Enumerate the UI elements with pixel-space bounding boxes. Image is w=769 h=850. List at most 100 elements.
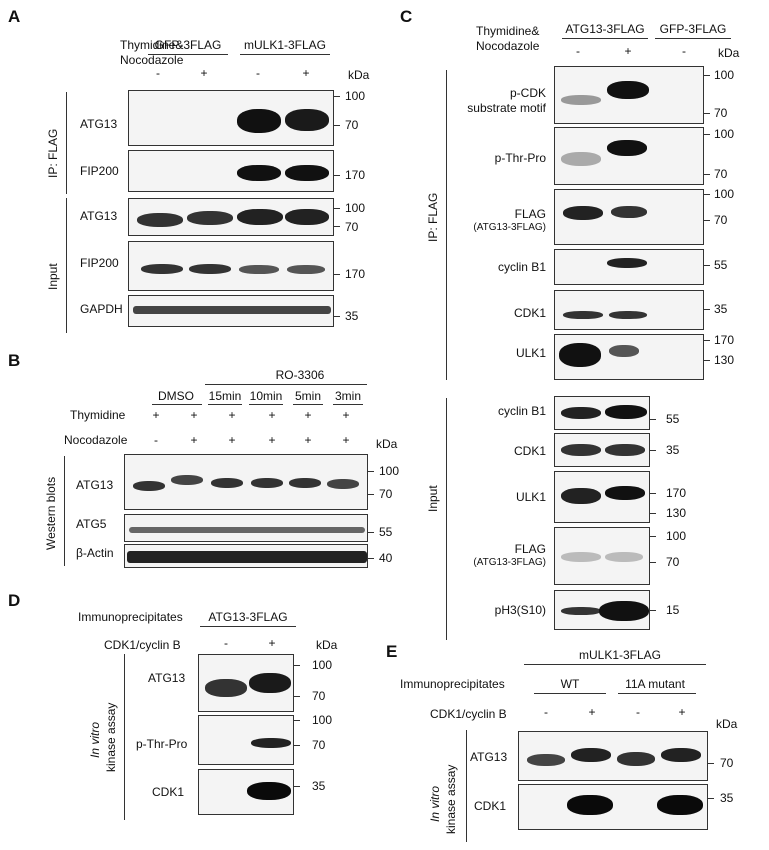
kda-marker: 70 bbox=[714, 213, 728, 227]
lane-sign: + bbox=[678, 705, 686, 719]
protein-label: cyclin B1 bbox=[497, 404, 546, 418]
lane-sign: - bbox=[576, 44, 580, 58]
lane-sign: + bbox=[624, 44, 632, 58]
lane-sign: + bbox=[302, 66, 310, 80]
blot-c-input-flag bbox=[554, 527, 650, 585]
protein-label: ATG13 bbox=[80, 209, 118, 223]
bracket-line bbox=[124, 654, 125, 820]
protein-label: (ATG13-3FLAG) bbox=[473, 222, 546, 233]
group-underline bbox=[618, 693, 696, 694]
bracket-line bbox=[446, 398, 447, 640]
blot-a-atg13-input bbox=[128, 198, 334, 236]
protein-label: CDK1 bbox=[513, 306, 546, 320]
group-underline bbox=[240, 54, 330, 55]
kda-marker: 100 bbox=[379, 464, 400, 478]
protein-label: ATG13 bbox=[148, 671, 186, 685]
protein-label: CDK1 bbox=[474, 799, 507, 813]
bracket-line bbox=[446, 70, 447, 380]
blot-e-atg13 bbox=[518, 731, 708, 781]
kda-marker: 55 bbox=[714, 258, 728, 272]
group-label: mULK1-3FLAG bbox=[578, 648, 662, 662]
protein-label: FLAG bbox=[514, 542, 546, 556]
protein-label: substrate motif bbox=[467, 101, 546, 115]
blot-c-input-ph3 bbox=[554, 590, 650, 630]
thymidine-label: Thymidine bbox=[70, 408, 126, 422]
kda-label: kDa bbox=[376, 437, 398, 451]
bracket-line bbox=[66, 92, 67, 194]
protein-label: pH3(S10) bbox=[494, 603, 546, 617]
protein-label: ATG5 bbox=[76, 517, 107, 531]
bracket-line bbox=[466, 730, 467, 842]
kda-marker: 35 bbox=[720, 791, 734, 805]
kda-marker: 100 bbox=[714, 187, 735, 201]
group-underline bbox=[333, 404, 363, 405]
cdk1-cyclinb-label: CDK1/cyclin B bbox=[430, 707, 507, 721]
lane-sign: - bbox=[224, 636, 228, 650]
group-label-wt: WT bbox=[560, 677, 580, 691]
panel-label-a: A bbox=[8, 7, 21, 26]
group-label: DMSO bbox=[158, 389, 194, 403]
lane-sign: - bbox=[156, 66, 160, 80]
kda-marker: 170 bbox=[666, 486, 687, 500]
group-underline bbox=[293, 404, 323, 405]
group-label: 5min bbox=[294, 389, 321, 403]
group-label-mulk1: mULK1-3FLAG bbox=[243, 38, 327, 52]
lane-sign: + bbox=[152, 408, 160, 422]
blot-a-fip200-input bbox=[128, 241, 334, 291]
in-vitro-label: In vitro bbox=[428, 785, 442, 822]
kda-marker: 70 bbox=[312, 689, 326, 703]
group-underline bbox=[562, 38, 648, 39]
blot-b-atg5 bbox=[124, 514, 368, 542]
lane-sign: + bbox=[268, 636, 276, 650]
group-underline bbox=[534, 693, 606, 694]
lane-sign: + bbox=[304, 433, 312, 447]
panel-label-e: E bbox=[386, 642, 398, 661]
kda-marker: 70 bbox=[714, 106, 728, 120]
lane-sign: + bbox=[268, 408, 276, 422]
protein-label: CDK1 bbox=[513, 444, 546, 458]
kda-marker: 55 bbox=[666, 412, 680, 426]
kda-marker: 130 bbox=[666, 506, 687, 520]
lane-sign: - bbox=[256, 66, 260, 80]
kda-marker: 100 bbox=[345, 201, 366, 215]
in-vitro-label: In vitro bbox=[88, 721, 102, 758]
kda-marker: 70 bbox=[714, 167, 728, 181]
kinase-assay-label: kinase assay bbox=[104, 702, 118, 772]
group-label-gfp: GFP-3FLAG bbox=[659, 22, 727, 36]
lane-sign: + bbox=[268, 433, 276, 447]
protein-label: ATG13 bbox=[76, 478, 114, 492]
kda-marker: 100 bbox=[714, 127, 735, 141]
drug-label: RO-3306 bbox=[275, 368, 325, 382]
immunoprecipitates-label: Immunoprecipitates bbox=[400, 677, 505, 691]
kda-marker: 70 bbox=[312, 738, 326, 752]
lane-sign: + bbox=[304, 408, 312, 422]
kda-marker: 170 bbox=[345, 168, 366, 182]
kda-marker: 55 bbox=[379, 525, 393, 539]
protein-label: FLAG bbox=[514, 207, 546, 221]
ip-flag-label: IP: FLAG bbox=[426, 192, 440, 242]
group-underline bbox=[655, 38, 731, 39]
protein-label: p-Thr-Pro bbox=[136, 737, 188, 751]
lane-sign: - bbox=[544, 705, 548, 719]
blot-c-input-cdk1 bbox=[554, 433, 650, 467]
protein-label: CDK1 bbox=[152, 785, 185, 799]
kda-marker: 35 bbox=[666, 443, 680, 457]
lane-sign: + bbox=[190, 408, 198, 422]
kda-label: kDa bbox=[348, 68, 370, 82]
blot-b-atg13 bbox=[124, 454, 368, 510]
protein-label: p-Thr-Pro bbox=[494, 151, 546, 165]
group-label: ATG13-3FLAG bbox=[208, 610, 288, 624]
kda-marker: 100 bbox=[312, 658, 333, 672]
treatment-label: Nocodazole bbox=[476, 39, 540, 53]
panel-label-d: D bbox=[8, 591, 21, 610]
protein-label: (ATG13-3FLAG) bbox=[473, 557, 546, 568]
kda-marker: 70 bbox=[720, 756, 734, 770]
blot-e-cdk1 bbox=[518, 784, 708, 830]
input-label: Input bbox=[46, 263, 60, 290]
bracket-line bbox=[66, 198, 67, 333]
blot-a-fip200-ip bbox=[128, 150, 334, 192]
group-label: 15min bbox=[208, 389, 242, 403]
protein-label: ATG13 bbox=[80, 117, 118, 131]
blot-a-gapdh bbox=[128, 295, 334, 327]
bracket-line bbox=[64, 456, 65, 566]
